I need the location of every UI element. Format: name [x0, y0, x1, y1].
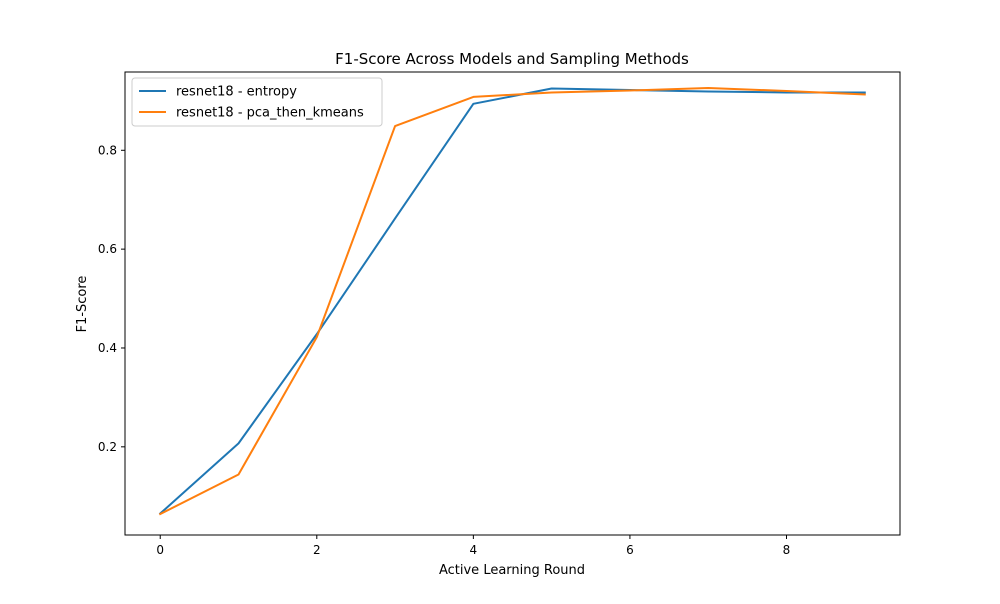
y-tick-label: 0.2	[98, 440, 117, 454]
y-tick-label: 0.6	[98, 242, 117, 256]
x-tick-label: 4	[470, 543, 478, 557]
y-axis: 0.2 0.4 0.6 0.8	[98, 143, 125, 454]
y-tick-label: 0.8	[98, 143, 117, 157]
y-axis-label: F1-Score	[75, 276, 90, 333]
legend-label-2: resnet18 - pca_then_kmeans	[176, 106, 364, 121]
x-tick-label: 0	[156, 543, 164, 557]
x-axis-label: Active Learning Round	[439, 563, 585, 578]
x-axis: 0 2 4 6 8	[156, 535, 790, 557]
x-tick-label: 6	[626, 543, 634, 557]
legend-label-1: resnet18 - entropy	[176, 85, 297, 100]
legend-box	[131, 77, 383, 127]
y-tick-label: 0.4	[98, 341, 117, 355]
x-tick-label: 2	[313, 543, 321, 557]
legend: resnet18 - entropy resnet18 - pca_then_km…	[131, 77, 383, 127]
series-layer	[158, 87, 866, 516]
x-tick-label: 8	[783, 543, 791, 557]
plot-frame	[124, 71, 901, 536]
chart-title: F1-Score Across Models and Sampling Meth…	[335, 50, 689, 68]
series-line-1	[158, 87, 866, 515]
series-line-2	[158, 87, 866, 516]
